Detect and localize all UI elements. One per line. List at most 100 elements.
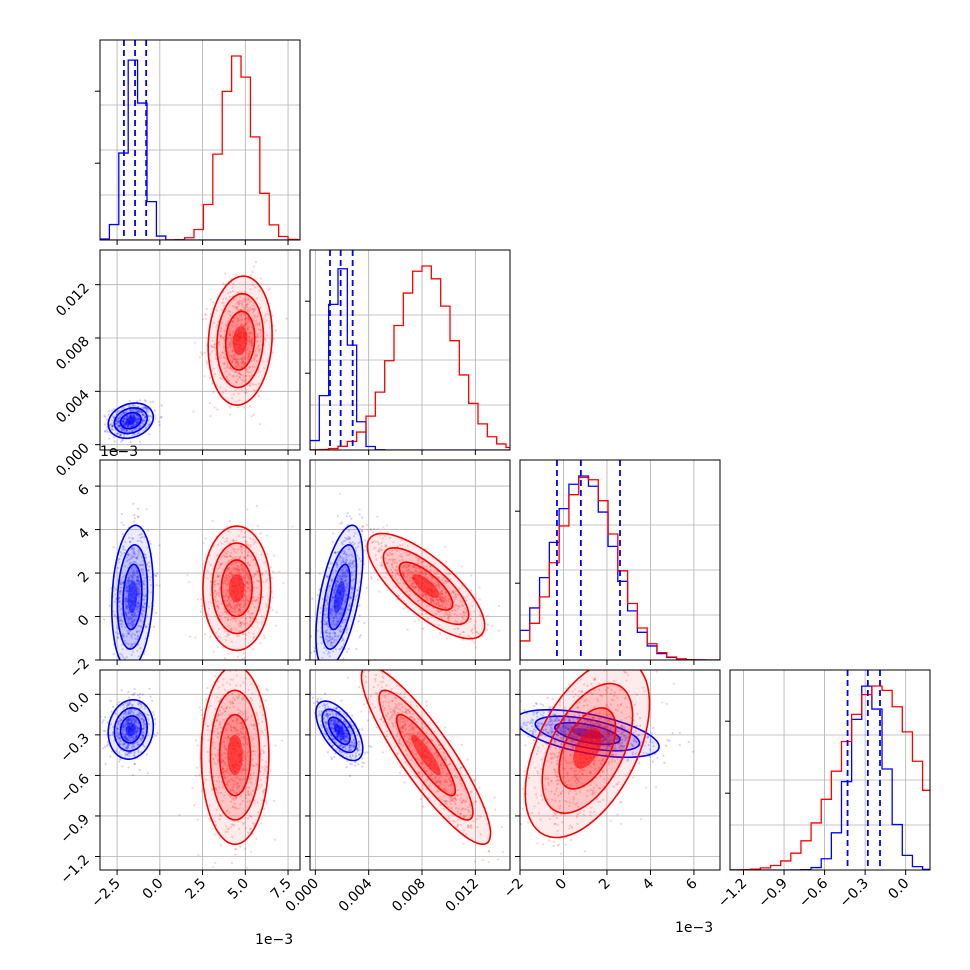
scatter-point: [238, 712, 241, 715]
scatter-point: [109, 734, 112, 737]
scatter-point: [257, 811, 260, 814]
scatter-point: [112, 545, 115, 549]
scatter-point: [125, 737, 129, 740]
x-tick-label: 0.0: [140, 876, 167, 903]
scatter-point: [140, 717, 143, 720]
scatter-point: [153, 713, 156, 716]
scatter-point: [141, 718, 144, 721]
scatter-point: [126, 553, 129, 556]
scatter-point: [137, 588, 141, 591]
scatter-point: [131, 546, 134, 550]
scatter-point: [232, 375, 235, 378]
y-tick-label: 6: [75, 482, 93, 500]
scatter-point: [119, 740, 122, 743]
scatter-point: [226, 337, 229, 341]
scatter-point: [230, 360, 234, 364]
scatter-point: [230, 340, 233, 344]
scatter-point: [130, 710, 133, 713]
scatter-point: [126, 581, 129, 584]
scatter-point: [325, 635, 328, 638]
scatter-point: [246, 320, 249, 323]
scatter-point: [125, 584, 128, 587]
scatter-point: [134, 608, 138, 611]
scatter-point: [135, 582, 139, 586]
scatter-point: [132, 615, 136, 618]
scatter-point: [216, 727, 219, 730]
scatter-point: [245, 304, 248, 307]
scatter-point: [137, 624, 140, 628]
scatter-point: [354, 546, 357, 550]
scatter-point: [230, 606, 234, 609]
scatter-point: [339, 555, 342, 559]
scatter-point: [147, 713, 150, 717]
scatter-point: [214, 747, 217, 750]
scatter-point: [336, 577, 339, 580]
scatter-point: [228, 555, 231, 558]
scatter-point: [243, 574, 246, 577]
scatter-point: [140, 718, 143, 721]
scatter-point: [240, 323, 243, 326]
scatter-point: [266, 360, 269, 363]
scatter-point: [243, 719, 246, 722]
scatter-point: [131, 774, 134, 777]
scatter-point: [103, 414, 106, 417]
scatter-point: [234, 797, 238, 801]
scatter-point: [252, 617, 255, 620]
scatter-point: [246, 325, 249, 329]
scatter-point: [249, 543, 252, 547]
scatter-point: [124, 675, 126, 677]
scatter-point: [311, 661, 313, 663]
scatter-point: [235, 361, 238, 364]
scatter-point: [136, 590, 139, 593]
scatter-point: [213, 583, 216, 586]
scatter-point: [244, 741, 248, 744]
scatter-point: [256, 335, 259, 338]
scatter-point: [114, 712, 117, 715]
y-tick-label: 0: [75, 612, 93, 630]
scatter-point: [256, 333, 260, 337]
scatter-point: [240, 360, 243, 364]
scatter-point: [251, 611, 254, 615]
scatter-point: [223, 581, 226, 584]
scatter-point: [240, 299, 243, 303]
scatter-point: [141, 721, 145, 725]
scatter-point: [140, 751, 143, 754]
scatter-point: [248, 612, 251, 615]
scatter-point: [282, 582, 285, 585]
scatter-point: [126, 559, 129, 563]
scatter-point: [151, 400, 155, 403]
scatter-point: [242, 736, 246, 739]
scatter-point: [159, 416, 162, 419]
scatter-point: [144, 408, 148, 411]
scatter-point: [249, 792, 252, 796]
scatter-point: [126, 721, 129, 724]
scatter-point: [329, 641, 332, 645]
scatter-point: [249, 306, 252, 309]
scatter-point: [243, 556, 246, 559]
scatter-point: [133, 619, 136, 622]
scatter-point: [146, 407, 149, 410]
scatter-point: [131, 716, 134, 719]
scatter-point: [209, 635, 212, 638]
scatter-point: [236, 320, 239, 323]
scatter-point: [221, 765, 224, 768]
scatter-point: [249, 300, 252, 303]
scatter-point: [122, 419, 125, 423]
scatter-point: [125, 589, 128, 592]
scatter-point: [131, 632, 135, 635]
scatter-point: [239, 802, 242, 805]
scatter-point: [255, 713, 259, 716]
scatter-point: [235, 307, 239, 311]
scatter-point: [139, 647, 142, 650]
scatter-point: [232, 696, 235, 699]
scatter-point: [265, 580, 268, 583]
scatter-point: [222, 770, 225, 773]
scatter-point: [235, 604, 238, 607]
scatter-point: [349, 559, 352, 562]
scatter-point: [346, 650, 349, 653]
scatter-point: [233, 298, 236, 301]
scatter-point: [127, 718, 130, 721]
scatter-point: [123, 551, 126, 555]
scatter-point: [123, 657, 126, 660]
scatter-point: [119, 554, 123, 558]
